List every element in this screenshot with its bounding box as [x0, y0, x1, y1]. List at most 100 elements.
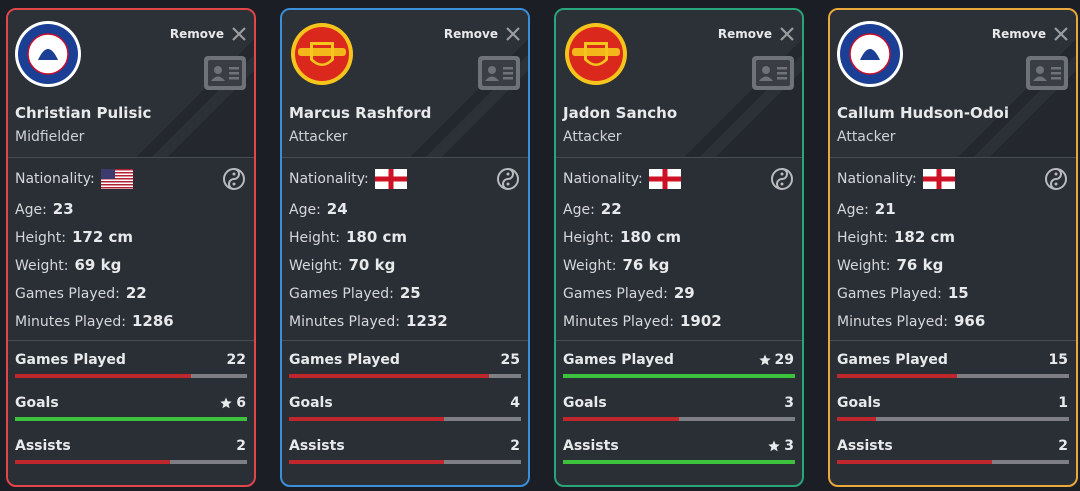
detail-value: 1286 [131, 312, 174, 330]
detail-label: Height: [837, 230, 888, 246]
stat-value: 29 [758, 352, 794, 368]
detail-row: Weight: 70 kg [289, 255, 395, 274]
detail-value: 23 [52, 200, 74, 218]
player-name: Callum Hudson-Odoi [837, 104, 1009, 122]
close-icon[interactable] [506, 26, 520, 45]
id-card-icon[interactable] [204, 56, 246, 94]
stat-bar-track [837, 460, 1069, 464]
detail-value: 22 [600, 200, 622, 218]
detail-row: Height: 180 cm [289, 227, 407, 246]
remove-button[interactable]: Remove [169, 27, 224, 41]
detail-value: 172 cm [72, 228, 134, 246]
stat-bar-track [15, 374, 247, 378]
stat-bar-track [837, 417, 1069, 421]
player-position: Attacker [563, 129, 622, 145]
id-card-icon[interactable] [478, 56, 520, 94]
detail-value: 966 [953, 312, 986, 330]
detail-row: Age: 23 [15, 199, 74, 218]
detail-value: 21 [874, 200, 896, 218]
stat-number: 4 [510, 395, 520, 411]
stat-name: Goals [563, 395, 607, 411]
stat-name: Assists [837, 438, 893, 454]
stat-value: 25 [501, 352, 520, 368]
flag [922, 169, 955, 189]
id-card-icon[interactable] [752, 56, 794, 94]
stat-bar [563, 460, 795, 464]
stat-bar-track [289, 374, 521, 378]
detail-label: Nationality: [289, 171, 369, 187]
stat-number: 3 [784, 438, 794, 454]
detail-value: 70 kg [348, 256, 396, 274]
detail-label: Minutes Played: [15, 314, 126, 330]
detail-row: Games Played: 25 [289, 283, 421, 302]
stat-name: Assists [563, 438, 619, 454]
player-card: Remove Christian Pulisic Midfielder Nationa… [6, 8, 256, 487]
star-icon [768, 440, 784, 452]
detail-row: Age: 22 [563, 199, 622, 218]
detail-row: Age: 21 [837, 199, 896, 218]
club-logo [288, 20, 356, 92]
detail-label: Nationality: [837, 171, 917, 187]
remove-button[interactable]: Remove [717, 27, 772, 41]
stat-bar [563, 374, 795, 378]
stat-name: Games Played [15, 352, 126, 368]
detail-label: Age: [837, 202, 869, 218]
detail-row: Weight: 76 kg [837, 255, 943, 274]
detail-value: 76 kg [896, 256, 944, 274]
star-icon [220, 397, 236, 409]
remove-button[interactable]: Remove [991, 27, 1046, 41]
detail-value: 25 [399, 284, 421, 302]
stat-name: Goals [837, 395, 881, 411]
player-position: Attacker [289, 129, 348, 145]
nationality-row: Nationality: [563, 169, 681, 189]
player-card: Remove Marcus Rashford Attacker Nationality… [280, 8, 530, 487]
stat-value: 6 [220, 395, 246, 411]
stat-number: 6 [236, 395, 246, 411]
detail-value: 180 cm [346, 228, 408, 246]
stat-value: 2 [1058, 438, 1068, 454]
stat-bar [837, 460, 992, 464]
stat-bar [15, 460, 170, 464]
stat-value: 3 [784, 395, 794, 411]
detail-label: Games Played: [563, 286, 668, 302]
player-position: Attacker [837, 129, 896, 145]
id-card-icon[interactable] [1026, 56, 1068, 94]
stat-value: 2 [510, 438, 520, 454]
detail-label: Weight: [837, 258, 891, 274]
stat-value: 4 [510, 395, 520, 411]
stat-bar [15, 417, 247, 421]
stat-number: 15 [1048, 352, 1068, 368]
close-icon[interactable] [780, 26, 794, 45]
stat-bar [563, 417, 679, 421]
detail-value: 24 [326, 200, 348, 218]
stat-name: Games Played [837, 352, 948, 368]
stat-number: 25 [500, 352, 520, 368]
detail-label: Age: [563, 202, 595, 218]
detail-row: Age: 24 [289, 199, 348, 218]
divider [556, 157, 802, 158]
player-name: Marcus Rashford [289, 104, 432, 122]
detail-label: Height: [563, 230, 614, 246]
stat-bar [837, 374, 957, 378]
stat-value: 15 [1049, 352, 1068, 368]
detail-label: Games Played: [289, 286, 394, 302]
detail-label: Weight: [289, 258, 343, 274]
nationality-icon [1044, 167, 1068, 195]
detail-row: Height: 180 cm [563, 227, 681, 246]
stat-bar-track [15, 417, 247, 421]
close-icon[interactable] [1054, 26, 1068, 45]
detail-row: Games Played: 22 [15, 283, 147, 302]
remove-button[interactable]: Remove [443, 27, 498, 41]
divider [282, 340, 528, 341]
detail-value: 1232 [405, 312, 448, 330]
divider [282, 157, 528, 158]
stat-name: Games Played [563, 352, 674, 368]
divider [830, 340, 1076, 341]
detail-row: Games Played: 15 [837, 283, 969, 302]
nationality-icon [222, 167, 246, 195]
flag [648, 169, 681, 189]
stat-value: 1 [1058, 395, 1068, 411]
close-icon[interactable] [232, 26, 246, 45]
stat-bar-track [837, 374, 1069, 378]
stat-name: Assists [289, 438, 345, 454]
